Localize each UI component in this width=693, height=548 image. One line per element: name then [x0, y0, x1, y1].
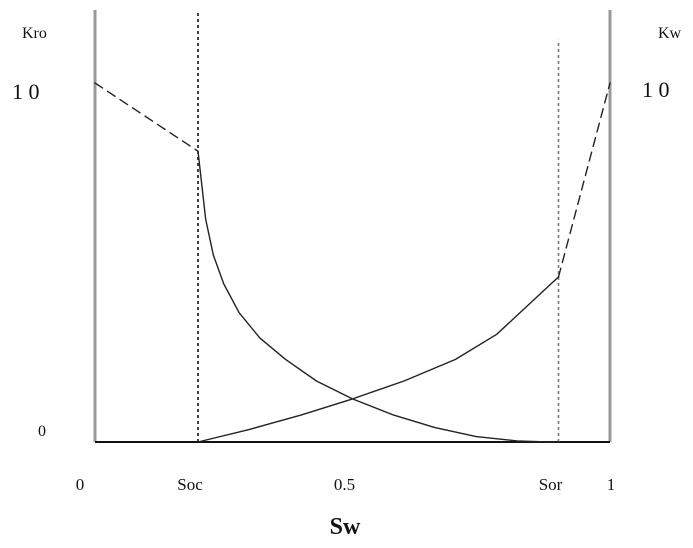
right-axis-title: Kw [658, 25, 682, 42]
series-line-3 [557, 82, 611, 278]
lines-layer [94, 11, 611, 443]
x-axis-title: Sw [330, 514, 361, 540]
series-line-1 [197, 150, 560, 443]
axes-layer [93, 10, 612, 443]
labels-layer: Kro Kw Sw 0 Soc 0.5 Sor 1 0 1 0 1 0 [12, 25, 682, 540]
right-y-tick-label-0: 1 0 [642, 77, 670, 102]
x-tick-label-0: 0 [76, 475, 85, 494]
x-tick-label-1: Soc [177, 475, 203, 494]
x-tick-label-3: Sor [539, 475, 563, 494]
left-axis-title: Kro [22, 25, 47, 42]
series-line-0 [94, 82, 199, 152]
x-tick-label-2: 0.5 [334, 475, 355, 494]
series-line-2 [197, 276, 560, 443]
left-y-tick-label-1: 1 0 [12, 79, 40, 104]
left-y-tick-label-0: 0 [38, 423, 46, 440]
x-tick-label-4: 1 [607, 475, 616, 494]
